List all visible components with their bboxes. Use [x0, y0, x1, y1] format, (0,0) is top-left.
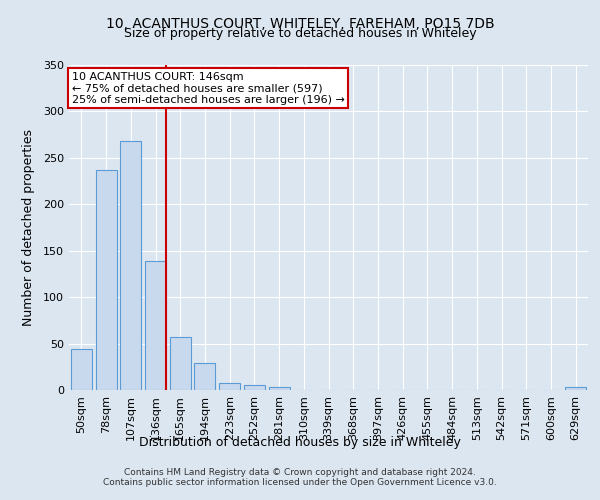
Text: Distribution of detached houses by size in Whiteley: Distribution of detached houses by size …: [139, 436, 461, 449]
Y-axis label: Number of detached properties: Number of detached properties: [22, 129, 35, 326]
Bar: [95, 170, 116, 390]
Bar: [71, 349, 92, 390]
Bar: [269, 387, 290, 390]
Text: Contains HM Land Registry data © Crown copyright and database right 2024.: Contains HM Land Registry data © Crown c…: [124, 468, 476, 477]
Text: Size of property relative to detached houses in Whiteley: Size of property relative to detached ho…: [124, 28, 476, 40]
Text: 10 ACANTHUS COURT: 146sqm
← 75% of detached houses are smaller (597)
25% of semi: 10 ACANTHUS COURT: 146sqm ← 75% of detac…: [71, 72, 344, 104]
Bar: [170, 337, 191, 390]
Bar: [145, 261, 166, 390]
Text: Contains public sector information licensed under the Open Government Licence v3: Contains public sector information licen…: [103, 478, 497, 487]
Bar: [219, 382, 240, 390]
Text: 10, ACANTHUS COURT, WHITELEY, FAREHAM, PO15 7DB: 10, ACANTHUS COURT, WHITELEY, FAREHAM, P…: [106, 18, 494, 32]
Bar: [565, 387, 586, 390]
Bar: [244, 386, 265, 390]
Bar: [194, 363, 215, 390]
Bar: [120, 141, 141, 390]
